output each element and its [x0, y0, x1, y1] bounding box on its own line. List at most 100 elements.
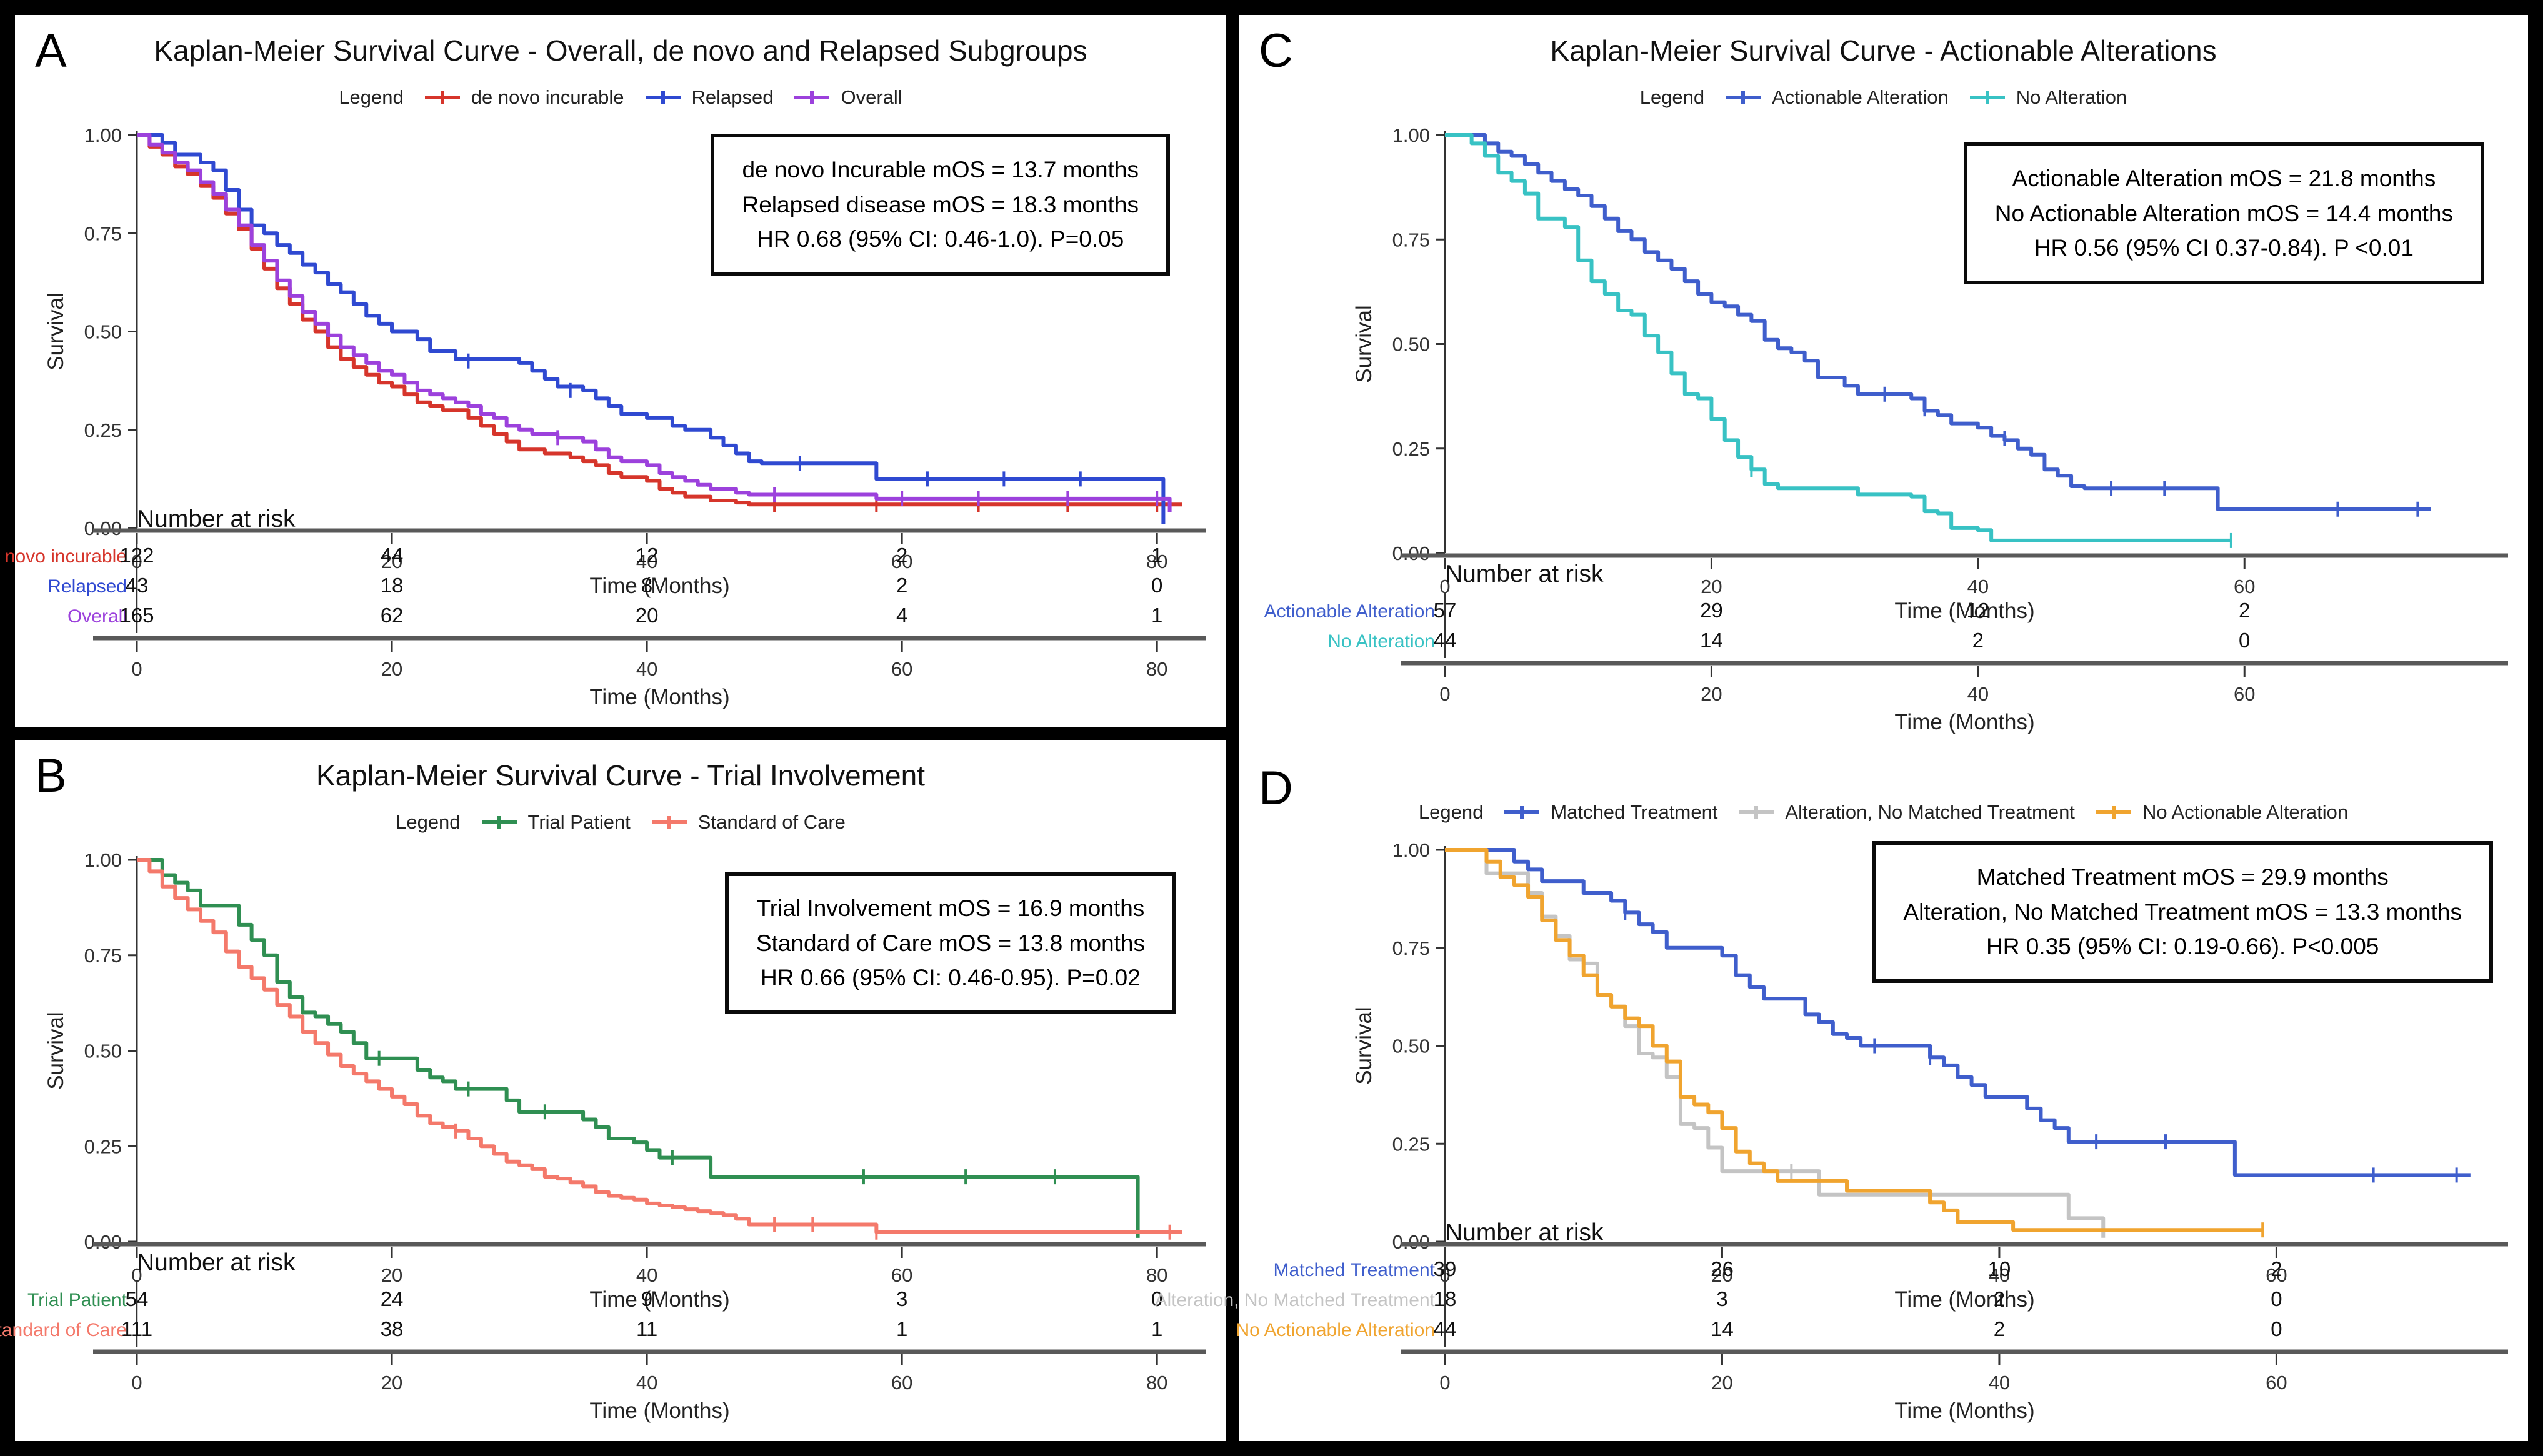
y-axis-label: Survival [1352, 305, 1376, 382]
svg-text:0: 0 [131, 1372, 142, 1394]
svg-text:60: 60 [2266, 1372, 2287, 1394]
censor-marks-matched-treatment [1624, 905, 2458, 1183]
panel-letter: B [35, 749, 67, 802]
risk-table: Number at risk Matched Treatment 39 26 10 2 A… [1154, 1218, 2516, 1436]
legend-title: Legend [1639, 86, 1705, 108]
vertical-divider [1226, 15, 1239, 1441]
risk-value: 9 [641, 1287, 652, 1310]
panel-c: C Kaplan-Meier Survival Curve - Actionab… [1239, 15, 2528, 752]
legend-swatch-icon [481, 816, 517, 829]
curve-actionable-alteration [1445, 133, 2431, 511]
risk-value: 38 [381, 1317, 404, 1340]
svg-text:0: 0 [1439, 1372, 1450, 1394]
risk-value: 18 [1434, 1287, 1457, 1310]
annotation-box: Actionable Alteration mOS = 21.8 months … [1963, 142, 2484, 284]
panel-title: Kaplan-Meier Survival Curve - Trial Invo… [316, 759, 926, 792]
svg-text:1.00: 1.00 [1392, 839, 1430, 861]
legend-swatch-icon [424, 91, 460, 104]
svg-text:40: 40 [636, 551, 657, 572]
legend-swatch-icon [651, 816, 687, 829]
risk-table-panel-b: Trial Patient5424930Standard of Care1113… [0, 1280, 1206, 1423]
risk-value: 1 [1151, 604, 1162, 627]
svg-text:0: 0 [131, 1264, 142, 1286]
x-axis-label: Time (Months) [589, 1287, 729, 1312]
risk-value: 0 [2271, 1317, 2282, 1340]
legend-item-no-alteration: No Alteration [1967, 86, 2127, 109]
risk-value: 2 [1972, 629, 1984, 652]
censor-marks-standard-of-care [454, 1123, 1171, 1240]
risk-table: Number at risk Actionable Alteration 57 29… [1251, 559, 2516, 747]
risk-x-axis-label: Time (Months) [589, 685, 729, 709]
panel-letter: C [1259, 24, 1293, 77]
annotation-line: Standard of Care mOS = 13.8 months [756, 930, 1145, 956]
risk-value: 44 [1434, 629, 1457, 652]
risk-row-label-alteration-no-matched-treatment: Alteration, No Matched Treatment [1154, 1290, 1435, 1310]
risk-value: 62 [381, 604, 404, 627]
risk-value: 14 [1700, 629, 1723, 652]
curve-de-novo-incurable [137, 133, 1182, 507]
risk-value: 57 [1434, 599, 1457, 622]
x-axis-label: Time (Months) [1894, 1287, 2034, 1312]
risk-value: 2 [896, 574, 907, 597]
svg-text:0.75: 0.75 [1392, 229, 1430, 251]
risk-value: 54 [126, 1287, 149, 1310]
legend-swatch-icon [1969, 91, 2005, 104]
legend-item-de-novo-incurable: de novo incurable [422, 86, 624, 109]
risk-table-panel-a: de novo incurable122441221Relapsed431882… [0, 537, 1206, 709]
svg-text:0.25: 0.25 [1392, 1133, 1430, 1155]
annotation-box: Matched Treatment mOS = 29.9 months Alte… [1872, 841, 2493, 983]
svg-text:20: 20 [381, 551, 402, 572]
right-column: C Kaplan-Meier Survival Curve - Actionab… [1154, 15, 2528, 1441]
y-axis-label: Survival [44, 292, 68, 370]
risk-value: 39 [1434, 1257, 1457, 1280]
annotation-line: de novo Incurable mOS = 13.7 months [742, 157, 1139, 182]
legend-swatch-icon [2096, 806, 2131, 819]
x-axis-label: Time (Months) [1894, 599, 2034, 623]
svg-text:40: 40 [1989, 1264, 2010, 1286]
svg-text:60: 60 [891, 1372, 912, 1394]
svg-text:20: 20 [381, 1372, 402, 1394]
risk-value: 44 [1434, 1317, 1457, 1340]
risk-value: 3 [896, 1287, 907, 1310]
legend-title: Legend [339, 86, 404, 108]
risk-value: 0 [2239, 629, 2250, 652]
svg-text:20: 20 [1701, 683, 1722, 705]
svg-text:0.50: 0.50 [1392, 1035, 1430, 1057]
legend: Legend Trial Patient Standard of Care [27, 802, 1214, 842]
svg-text:60: 60 [2266, 1264, 2287, 1286]
horizontal-divider [15, 727, 1226, 740]
risk-value: 1 [1151, 1317, 1162, 1340]
svg-text:60: 60 [891, 658, 912, 680]
risk-table-title: Number at risk [1445, 1219, 1604, 1246]
risk-value: 12 [1966, 599, 1989, 622]
svg-text:40: 40 [636, 1372, 657, 1394]
svg-text:40: 40 [636, 658, 657, 680]
left-column: A Kaplan-Meier Survival Curve - Overall,… [0, 15, 1226, 1441]
svg-text:0: 0 [1439, 576, 1450, 597]
legend-label: Overall [841, 86, 902, 108]
panel-b-header: B Kaplan-Meier Survival Curve - Trial In… [27, 745, 1214, 802]
legend-item-no-actionable-alteration: No Actionable Alteration [2094, 801, 2348, 824]
risk-value: 10 [1988, 1257, 2011, 1280]
svg-text:20: 20 [381, 658, 402, 680]
panel-d-header: D [1251, 757, 2516, 815]
km-plot-panel-a: 1.000.750.500.250.00Survival020406080Tim… [44, 124, 1206, 598]
svg-text:80: 80 [1146, 1372, 1167, 1394]
panel-a: A Kaplan-Meier Survival Curve - Overall,… [0, 15, 1226, 727]
legend-label: Matched Treatment [1551, 801, 1718, 823]
risk-value: 0 [1151, 1287, 1162, 1310]
risk-value: 44 [381, 544, 404, 567]
risk-value: 29 [1700, 599, 1723, 622]
panel-letter: A [35, 24, 67, 77]
risk-x-axis-label: Time (Months) [1894, 710, 2034, 734]
risk-row-label-relapsed: Relapsed [47, 576, 127, 597]
svg-text:0: 0 [1439, 683, 1450, 705]
legend-item-overall: Overall [792, 86, 902, 109]
panel-title: Kaplan-Meier Survival Curve - Overall, d… [154, 34, 1087, 67]
censor-marks-relapsed [467, 353, 1082, 487]
legend-item-relapsed: Relapsed [643, 86, 773, 109]
legend-item-standard-of-care: Standard of Care [649, 811, 846, 834]
panel-d: D Legend Matched Treatment Alteration, No… [1154, 752, 2528, 1441]
